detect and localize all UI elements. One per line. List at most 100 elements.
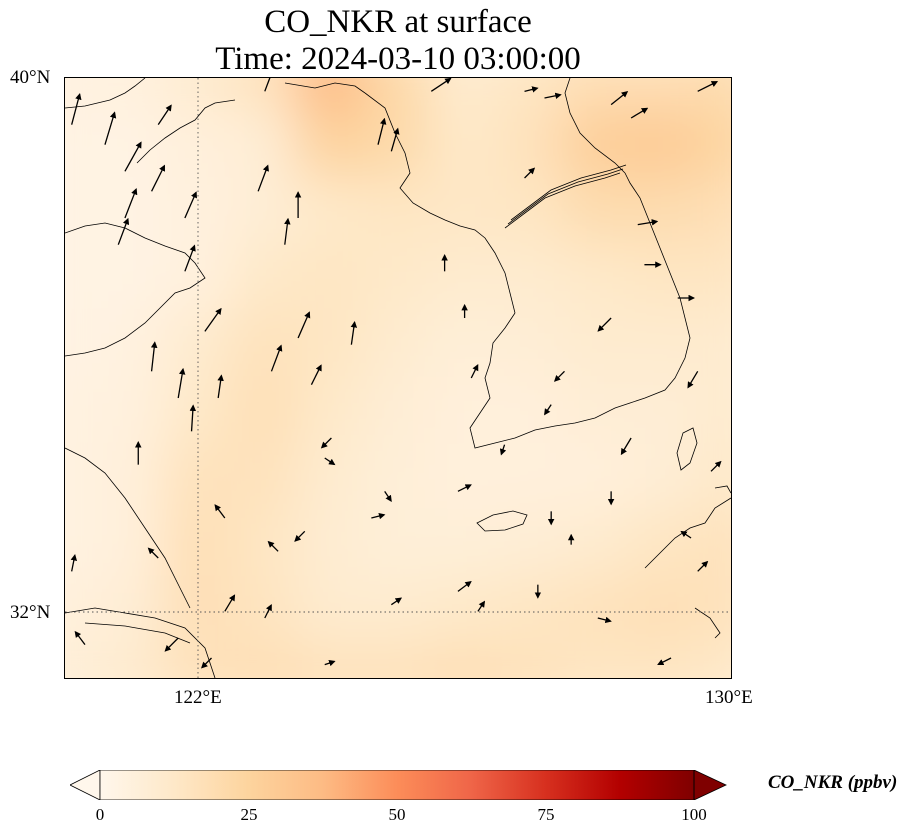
heat-cell: [695, 109, 731, 180]
heat-cell: [65, 376, 101, 447]
wind-arrow: [157, 104, 172, 126]
coastline-liaodong-peninsula: [136, 99, 236, 164]
coastline-north-korea-west: [364, 92, 516, 314]
coastline-shandong: [65, 222, 206, 357]
wind-arrow: [204, 307, 222, 332]
colorbar-tick-75: 75: [537, 805, 555, 824]
wind-arrow: [371, 512, 386, 520]
colorbar-gradient: [100, 770, 694, 800]
wind-arrow: [297, 311, 311, 339]
wind-arrow: [264, 78, 271, 92]
heat-cell: [296, 509, 367, 580]
heat-cell: [495, 176, 567, 247]
wind-arrow: [270, 344, 283, 372]
heat-cell: [96, 176, 167, 247]
heat-cell: [229, 442, 301, 514]
heat-cell: [429, 176, 500, 247]
wind-arrow: [184, 244, 196, 272]
heat-cell: [162, 176, 234, 247]
heat-cell: [96, 509, 167, 580]
wind-arrow: [630, 107, 649, 119]
wind-arrow: [117, 217, 130, 245]
wind-arrow: [164, 637, 179, 652]
wind-arrow: [710, 460, 722, 472]
heat-cell: [229, 509, 301, 580]
heat-cell: [65, 309, 101, 380]
heat-cell: [229, 242, 301, 314]
coastline-bohai-north: [284, 82, 366, 94]
wind-arrow: [687, 370, 699, 389]
heat-cell: [362, 176, 434, 247]
wind-arrow: [499, 444, 507, 456]
wind-arrow: [257, 164, 269, 192]
heat-cell: [229, 376, 301, 447]
heat-cell: [362, 242, 434, 314]
heat-cell: [96, 78, 167, 114]
heat-cell: [562, 376, 634, 447]
heat-cell: [162, 509, 234, 580]
heat-cell: [296, 78, 367, 114]
gridlines: [65, 78, 731, 678]
heat-cell: [695, 176, 731, 247]
lon-tick-130e: 130°E: [705, 687, 753, 708]
colorbar-label: CO_NKR (ppbv): [768, 772, 898, 793]
wind-arrow: [597, 317, 612, 332]
wind-arrow: [553, 370, 565, 382]
wind-arrow: [680, 530, 692, 539]
coastline-liaodong-north: [65, 78, 146, 109]
wind-arrow: [470, 364, 479, 379]
heat-cell: [65, 242, 101, 314]
heat-cell: [495, 309, 567, 380]
wind-arrow: [264, 604, 272, 619]
lat-tick-40n: 40°N: [10, 67, 51, 88]
heat-cell: [96, 242, 167, 314]
heat-cell: [629, 176, 700, 247]
wind-arrow: [544, 404, 552, 416]
wind-arrow: [224, 594, 236, 612]
heat-cell: [629, 442, 700, 514]
coastline-kyushu-north: [714, 485, 731, 494]
heat-cell: [429, 642, 500, 678]
wind-arrow: [284, 217, 291, 245]
heat-cell: [96, 309, 167, 380]
heat-cell: [229, 576, 301, 647]
heat-cell: [695, 442, 731, 514]
map-canvas: [65, 78, 731, 678]
colorbar: [70, 770, 727, 800]
heat-cell: [429, 509, 500, 580]
heat-cell: [65, 78, 101, 114]
heat-cell: [629, 309, 700, 380]
wind-arrow: [104, 111, 117, 145]
colorbar-outline: [99, 770, 695, 800]
tsushima-island: [676, 427, 698, 471]
wind-arrow: [150, 164, 165, 192]
heat-cell: [65, 509, 101, 580]
heat-cell: [495, 509, 567, 580]
heat-cell: [96, 642, 167, 678]
heat-cell: [96, 442, 167, 514]
lat-tick-32n: 32°N: [10, 602, 51, 623]
wind-arrow: [267, 540, 279, 552]
heat-cell: [495, 109, 567, 180]
colorbar-max-extension: [693, 770, 727, 800]
heat-cell: [362, 376, 434, 447]
wind-arrow: [544, 92, 562, 100]
heat-cell: [162, 242, 234, 314]
wind-arrow: [320, 437, 332, 449]
wind-arrow: [697, 560, 709, 572]
wind-arrow: [124, 187, 138, 219]
coastline-jiangsu: [65, 447, 191, 609]
wind-arrow: [324, 660, 336, 667]
heat-cell: [65, 109, 101, 180]
wind-arrow: [524, 167, 536, 179]
wind-arrow: [310, 364, 322, 385]
border-dmz-2: [507, 168, 624, 225]
wind-arrow: [350, 320, 358, 345]
wind-arrow: [524, 86, 539, 93]
wind-arrow: [597, 616, 612, 624]
wind-arrow: [620, 437, 632, 456]
heat-cell: [629, 576, 700, 647]
heat-cell: [695, 309, 731, 380]
heat-cell: [495, 242, 567, 314]
lon-tick-122e: 122°E: [174, 687, 222, 708]
